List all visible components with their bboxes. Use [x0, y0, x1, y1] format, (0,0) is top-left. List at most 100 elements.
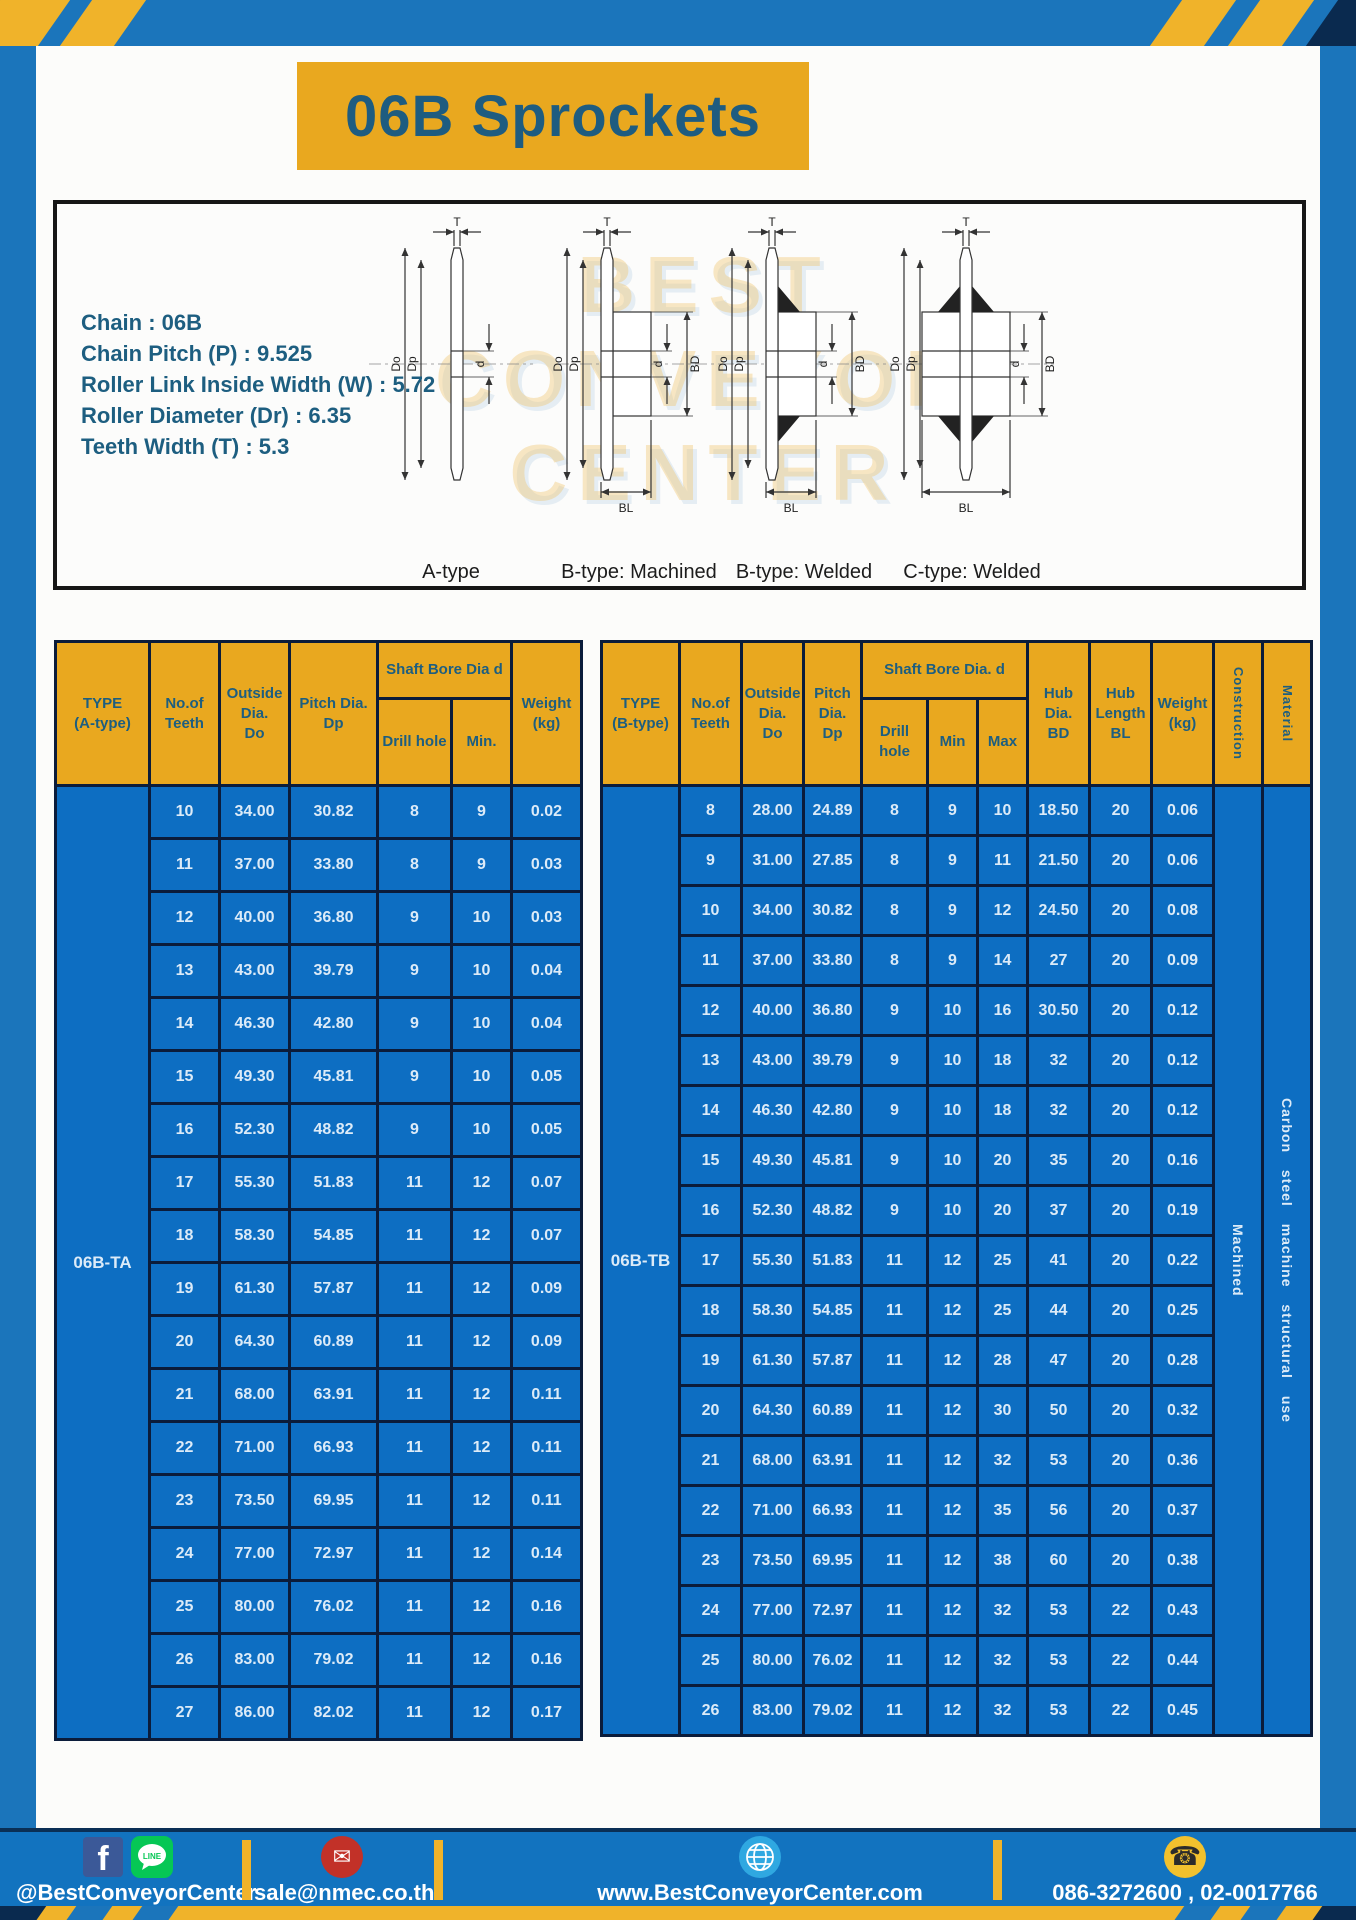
cell: 37.00: [740, 934, 805, 987]
table-row: 18 58.30 54.85 11 12 25 44 20 0.25: [602, 1284, 1312, 1337]
cell: 0.16: [1150, 1134, 1216, 1187]
material-value: Carbon steel machine structural use: [1261, 784, 1314, 1737]
cell: 9: [926, 784, 979, 837]
cell: 32: [1026, 1034, 1092, 1087]
sprocket-drawing-c-welded: T Do Dp d BD BL: [888, 215, 1057, 515]
cell: 33.80: [288, 837, 379, 893]
spec-list: Chain : 06B Chain Pitch (P) : 9.525 Roller…: [81, 307, 435, 462]
cell: 0.11: [510, 1473, 583, 1529]
table-row: 12 40.00 36.80 9 10 0.03: [56, 890, 583, 946]
spec-line: Chain Pitch (P) : 9.525: [81, 341, 313, 366]
cell: 0.16: [510, 1632, 583, 1688]
cell: 9: [860, 1184, 929, 1237]
bottom-corner: [1304, 1906, 1356, 1920]
cell: 9: [376, 996, 453, 1052]
col-header-outside-dia: Outside Dia. Do: [740, 640, 805, 787]
footer-bar: f LINE @BestConveyorCenter ✉ sale@nmec.c…: [0, 1828, 1356, 1906]
cell: 32: [975, 1434, 1030, 1487]
cell: 61.30: [740, 1334, 805, 1387]
col-header-shaft-bore: Shaft Bore Dia d: [376, 640, 513, 700]
cell: 12: [450, 1314, 513, 1370]
globe-icon: [739, 1836, 781, 1878]
cell: 16: [975, 984, 1030, 1037]
cell: 54.85: [288, 1208, 379, 1264]
cell: 73.50: [218, 1473, 291, 1529]
svg-text:Do: Do: [716, 356, 730, 372]
footer-separator: [242, 1840, 251, 1900]
cell: 10: [450, 890, 513, 946]
social-handle[interactable]: @BestConveyorCenter: [16, 1880, 257, 1905]
cell: 51.83: [802, 1234, 863, 1287]
cell: 20: [1088, 1484, 1154, 1537]
cell: 20: [975, 1134, 1030, 1187]
cell: 12: [926, 1384, 979, 1437]
cell: 57.87: [288, 1261, 379, 1317]
cell: 0.17: [510, 1685, 583, 1741]
cell: 9: [926, 934, 979, 987]
col-header-outside-dia: Outside Dia. Do: [218, 640, 291, 787]
cell: 16: [678, 1184, 743, 1237]
header-subrow: Drill hole Min.: [56, 697, 582, 787]
phone-text[interactable]: 086-3272600 , 02-0017766: [1052, 1880, 1318, 1905]
bottom-stripe: [1232, 1906, 1292, 1920]
cell: 15: [148, 1049, 221, 1105]
diagram-label: C-type: Welded: [903, 561, 1041, 583]
cell: 47: [1026, 1334, 1092, 1387]
cell: 19: [678, 1334, 743, 1387]
col-header-drill-hole: Drill hole: [860, 697, 929, 787]
cell: 53: [1026, 1434, 1092, 1487]
cell: 12: [926, 1284, 979, 1337]
cell: 20: [1088, 834, 1154, 887]
website-text[interactable]: www.BestConveyorCenter.com: [597, 1880, 923, 1905]
header-subrow: Drill hole Min Max: [602, 697, 1312, 787]
cell: 0.03: [510, 837, 583, 893]
cell: 64.30: [740, 1384, 805, 1437]
cell: 33.80: [802, 934, 863, 987]
cell: 12: [678, 984, 743, 1037]
cell: 10: [450, 1102, 513, 1158]
cell: 37: [1026, 1184, 1092, 1237]
table-row: 14 46.30 42.80 9 10 0.04: [56, 996, 583, 1052]
cell: 63.91: [288, 1367, 379, 1423]
cell: 10: [450, 996, 513, 1052]
cell: 0.14: [510, 1526, 583, 1582]
table-row: 22 71.00 66.93 11 12 0.11: [56, 1420, 583, 1476]
col-header-max: Max: [975, 697, 1030, 787]
cell: 0.45: [1150, 1684, 1216, 1737]
cell: 21: [678, 1434, 743, 1487]
cell: 72.97: [288, 1526, 379, 1582]
cell: 0.09: [510, 1261, 583, 1317]
cell: 61.30: [218, 1261, 291, 1317]
cell: 10: [678, 884, 743, 937]
cell: 12: [450, 1632, 513, 1688]
cell: 79.02: [288, 1632, 379, 1688]
cell: 53: [1026, 1634, 1092, 1687]
line-icon: LINE: [131, 1836, 173, 1878]
cell: 18: [975, 1084, 1030, 1137]
cell: 11: [376, 1685, 453, 1741]
cell: 52.30: [218, 1102, 291, 1158]
svg-text:T: T: [453, 215, 461, 229]
table-row: 23 73.50 69.95 11 12 38 60 20 0.38: [602, 1534, 1312, 1587]
col-header-weight: Weight (kg): [1150, 640, 1216, 787]
cell: 58.30: [740, 1284, 805, 1337]
cell: 11: [376, 1367, 453, 1423]
cell: 35: [975, 1484, 1030, 1537]
footer-separator: [434, 1840, 443, 1900]
email-text[interactable]: sale@nmec.co.th: [254, 1880, 435, 1905]
table-row: 15 49.30 45.81 9 10 20 35 20 0.16: [602, 1134, 1312, 1187]
cell: 55.30: [218, 1155, 291, 1211]
cell: 11: [860, 1334, 929, 1387]
cell: 66.93: [288, 1420, 379, 1476]
svg-text:Dp: Dp: [405, 356, 419, 372]
cell: 71.00: [740, 1484, 805, 1537]
spec-line: Teeth Width (T) : 5.3: [81, 434, 290, 459]
spec-line: Chain : 06B: [81, 310, 203, 335]
cell: 12: [450, 1685, 513, 1741]
cell: 20: [1088, 784, 1154, 837]
cell: 11: [376, 1155, 453, 1211]
svg-text:Do: Do: [551, 356, 565, 372]
cell: 68.00: [218, 1367, 291, 1423]
sprocket-drawing-b-welded: T Do Dp d BD BL: [716, 215, 886, 515]
